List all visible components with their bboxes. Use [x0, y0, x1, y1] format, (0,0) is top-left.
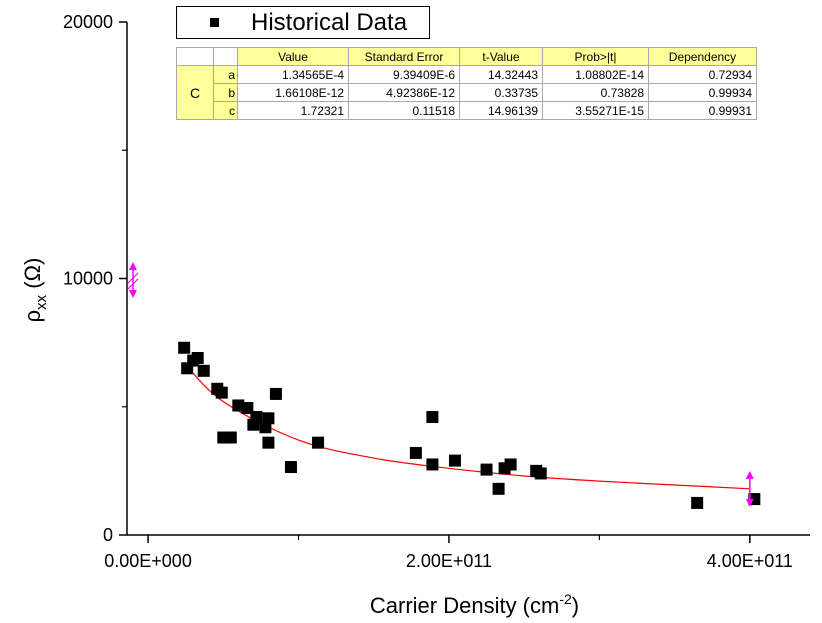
fit-table-header: Value: [237, 47, 349, 66]
data-point: [409, 446, 422, 459]
fit-table-cell: 0.72934: [648, 65, 757, 84]
x-axis-title: Carrier Density (cm-2): [370, 591, 579, 618]
fit-table-param: b: [213, 83, 238, 102]
fit-table-corner: [176, 47, 214, 66]
fit-table-corner: [213, 47, 238, 66]
fit-table-header: Dependency: [648, 47, 757, 66]
fit-table-cell: 14.96139: [459, 101, 543, 120]
data-point: [215, 386, 228, 399]
data-point: [232, 399, 245, 412]
fit-table-header: Standard Error: [348, 47, 460, 66]
fit-end-range-handle-arrow-up[interactable]: [745, 470, 754, 479]
data-point: [191, 352, 204, 365]
data-point: [224, 431, 237, 444]
data-point: [492, 482, 505, 495]
data-point: [250, 411, 263, 424]
fit-curve-layer: [183, 362, 750, 490]
data-point: [480, 463, 493, 476]
fit-table-cell: 0.99934: [648, 83, 757, 102]
data-point: [448, 454, 461, 467]
data-point: [197, 364, 210, 377]
x-tick-label: 0.00E+000: [104, 551, 192, 571]
y-axis-title: ρxx (Ω): [20, 258, 50, 323]
data-point: [504, 458, 517, 471]
legend-label: Historical Data: [251, 9, 408, 36]
fit-table-header-row: Value Standard Error t-Value Prob>|t| De…: [176, 47, 757, 66]
y-axis-range-handle-arrow-up[interactable]: [129, 262, 137, 270]
x-tick-label: 2.00E+011: [406, 551, 492, 571]
fit-table-group-label: C: [176, 65, 214, 120]
fit-table-row: C a 1.34565E-4 9.39409E-6 14.32443 1.088…: [176, 65, 757, 120]
fit-table-cell: 0.33735: [459, 83, 543, 102]
data-point: [426, 411, 439, 424]
fit-table-cell: 1.34565E-4: [237, 65, 349, 84]
legend-marker-icon: [210, 18, 219, 27]
fit-table-header: t-Value: [459, 47, 543, 66]
axis-labels: 0 10000 20000 0.00E+000 2.00E+011 4.00E+011 Ca…: [20, 12, 793, 618]
y-tick-label: 0: [103, 525, 113, 545]
data-point: [534, 467, 547, 480]
range-handles[interactable]: [127, 262, 754, 507]
data-point: [262, 412, 275, 425]
fit-table-row: b 1.66108E-12 4.92386E-12 0.33735 0.7382…: [177, 83, 757, 102]
fit-table-cell: 1.66108E-12: [237, 83, 349, 102]
x-tick-label: 4.00E+011: [707, 551, 793, 571]
fit-table-header: Prob>|t|: [542, 47, 649, 66]
fit-table-row: c 1.72321 0.11518 14.96139 3.55271E-15 0…: [177, 101, 757, 120]
fit-table-cell: 0.99931: [648, 101, 757, 120]
fit-table-cell: 1.72321: [237, 101, 349, 120]
fit-table-param: c: [213, 101, 238, 120]
y-tick-label: 10000: [63, 269, 113, 289]
legend: Historical Data: [176, 6, 430, 39]
fit-table-cell: 0.73828: [542, 83, 649, 102]
data-point: [178, 341, 191, 354]
fit-end-range-handle-arrow-down[interactable]: [745, 498, 754, 507]
data-point: [284, 461, 297, 474]
fit-table-cell: 9.39409E-6: [348, 65, 460, 84]
y-axis-range-handle-slash[interactable]: [127, 272, 139, 284]
data-points-layer: [178, 341, 761, 509]
axes: [119, 21, 810, 543]
fit-table-cell: 4.92386E-12: [348, 83, 460, 102]
data-point: [269, 387, 282, 400]
y-tick-label: 20000: [63, 12, 113, 32]
fit-curve-line: [183, 362, 750, 490]
data-point: [241, 402, 254, 415]
data-point: [426, 458, 439, 471]
data-point: [691, 496, 704, 509]
fit-table-cell: 1.08802E-14: [542, 65, 649, 84]
y-axis-range-handle-slash[interactable]: [127, 278, 139, 290]
data-point: [312, 436, 325, 449]
fit-table-cell: 3.55271E-15: [542, 101, 649, 120]
data-point: [262, 436, 275, 449]
fit-parameters-table: Value Standard Error t-Value Prob>|t| De…: [176, 47, 757, 120]
fit-table-cell: 0.11518: [348, 101, 460, 120]
fit-table-param: a: [213, 65, 238, 84]
y-axis-range-handle-arrow-down[interactable]: [129, 290, 137, 298]
fit-table-cell: 14.32443: [459, 65, 543, 84]
